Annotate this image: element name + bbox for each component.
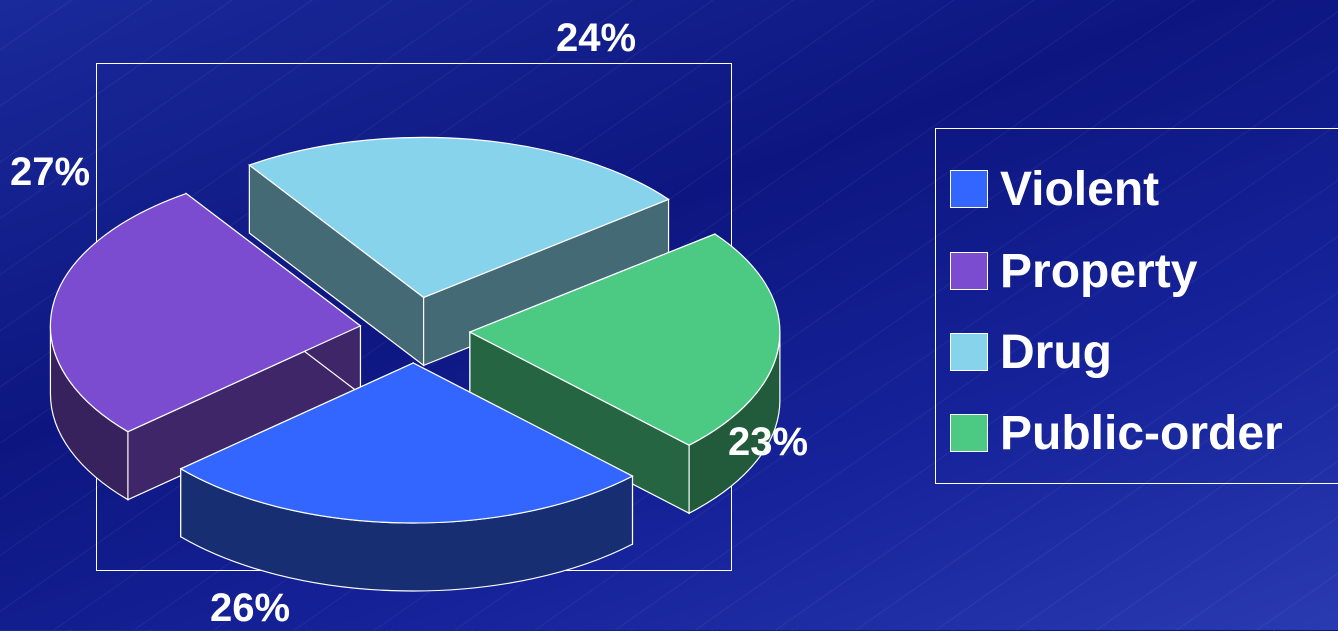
pie-slice-property <box>49 192 362 501</box>
legend-item-public-order: Public-order <box>950 403 1283 463</box>
legend-label-violent: Violent <box>1000 162 1160 216</box>
legend-label-drug: Drug <box>1000 325 1112 379</box>
pie-slice-top-drug <box>248 136 670 299</box>
data-label-drug: 24% <box>556 16 637 60</box>
legend-swatch-drug <box>950 333 988 371</box>
legend-swatch-violent <box>950 170 988 208</box>
pie-slice-public-order <box>468 233 781 515</box>
pie-slice-top-property <box>49 192 362 433</box>
pie-slice-top-public-order <box>468 233 781 446</box>
legend-item-violent: Violent <box>950 159 1159 219</box>
pie-slice-top-violent <box>179 362 634 524</box>
data-label-public-order: 23% <box>728 420 809 464</box>
pie-slice-drug <box>248 136 670 367</box>
pie-slice-violent <box>179 361 634 592</box>
legend-item-drug: Drug <box>950 322 1112 382</box>
legend: Violent Property Drug Public-order <box>935 128 1338 484</box>
legend-swatch-property <box>950 252 988 290</box>
legend-swatch-public-order <box>950 414 988 452</box>
legend-item-property: Property <box>950 241 1197 301</box>
legend-label-property: Property <box>1000 244 1198 298</box>
data-label-violent: 26% <box>210 586 291 630</box>
legend-label-public-order: Public-order <box>1000 406 1283 460</box>
data-label-property: 27% <box>10 150 91 194</box>
